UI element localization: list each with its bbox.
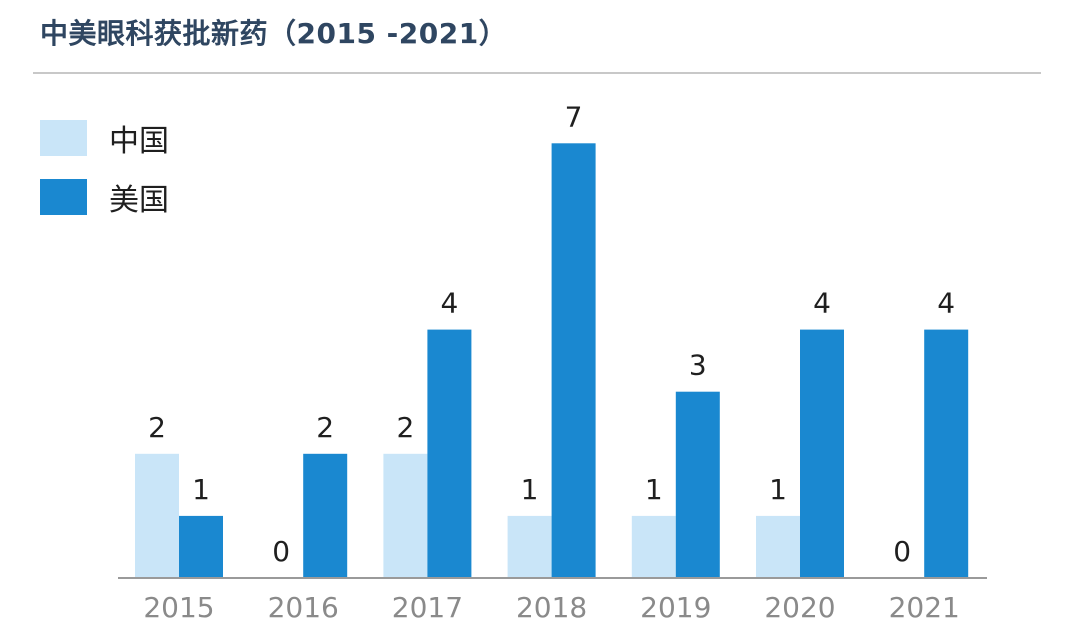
bar-usa-2020 — [800, 329, 844, 578]
legend-item-china: 中国 — [40, 120, 169, 159]
legend-swatch-china — [40, 120, 87, 156]
x-tick-label-2016: 2016 — [268, 591, 339, 624]
legend-label-china: 中国 — [109, 124, 169, 159]
bar-usa-2019 — [675, 391, 720, 578]
bar-china-2018 — [507, 515, 552, 578]
x-tick-label-2019: 2019 — [640, 591, 711, 624]
bar-usa-2015 — [179, 515, 223, 578]
bar-china-2015 — [135, 453, 179, 578]
chart-title: 中美眼科获批新药（2015 -2021） — [40, 17, 508, 50]
bar-china-2020 — [756, 515, 800, 578]
x-tick-label-2021: 2021 — [889, 591, 960, 624]
legend-label-usa: 美国 — [109, 183, 169, 218]
data-label-china-2017: 2 — [396, 411, 414, 444]
data-label-usa-2018: 7 — [565, 100, 583, 133]
bar-china-2019 — [631, 515, 676, 578]
data-label-china-2021: 0 — [893, 535, 911, 568]
bar-usa-2016 — [303, 453, 348, 578]
legend-swatch-usa — [40, 179, 87, 215]
x-tick-label-2018: 2018 — [516, 591, 587, 624]
data-label-china-2020: 1 — [769, 473, 787, 506]
bar-usa-2021 — [924, 329, 969, 578]
title-divider — [33, 72, 1041, 74]
data-label-china-2016: 0 — [272, 535, 290, 568]
data-label-usa-2017: 4 — [440, 287, 458, 320]
x-tick-label-2020: 2020 — [764, 591, 835, 624]
bar-china-2017 — [383, 453, 428, 578]
legend-item-usa: 美国 — [40, 179, 169, 218]
data-label-china-2015: 2 — [148, 411, 166, 444]
bar-usa-2017 — [427, 329, 472, 578]
data-label-china-2019: 1 — [645, 473, 663, 506]
data-label-usa-2021: 4 — [937, 287, 955, 320]
data-label-china-2018: 1 — [521, 473, 539, 506]
x-tick-label-2017: 2017 — [392, 591, 463, 624]
data-label-usa-2016: 2 — [316, 411, 334, 444]
data-label-usa-2015: 1 — [192, 473, 210, 506]
data-label-usa-2020: 4 — [813, 287, 831, 320]
bar-usa-2018 — [551, 143, 596, 579]
data-label-usa-2019: 3 — [689, 349, 707, 382]
x-tick-label-2015: 2015 — [143, 591, 214, 624]
